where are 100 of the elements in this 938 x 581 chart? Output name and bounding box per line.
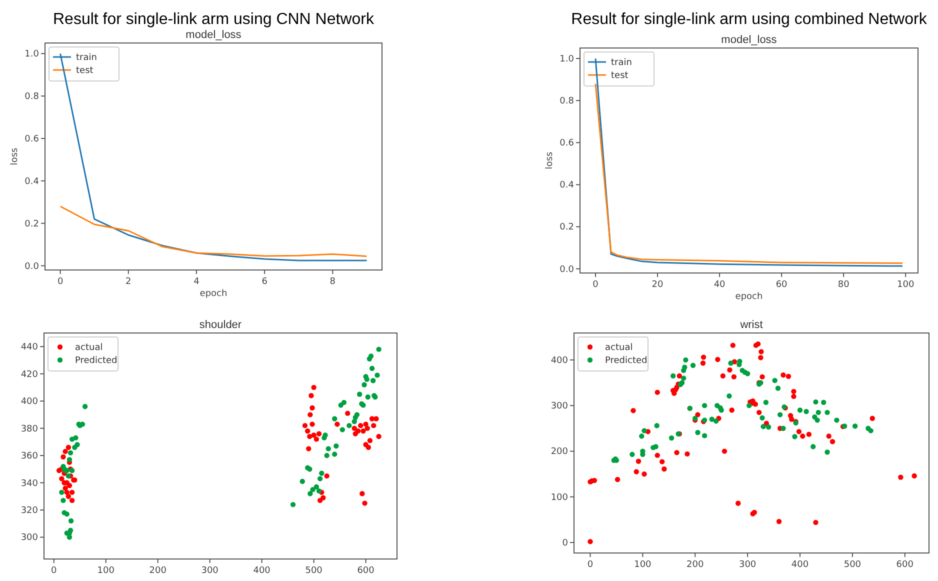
y-tick-label: 320 <box>20 506 38 516</box>
point <box>69 498 75 504</box>
point <box>366 444 372 450</box>
x-tick-label: 2 <box>126 277 132 287</box>
x-tick-label: 600 <box>896 560 914 570</box>
point <box>334 422 340 427</box>
x-tick-label: 300 <box>201 566 219 576</box>
x-axis-title: epoch <box>200 289 228 299</box>
y-tick-label: 1.0 <box>24 50 40 60</box>
point <box>360 428 366 434</box>
point <box>362 500 368 506</box>
point <box>355 428 361 434</box>
y-tick-label: 360 <box>20 452 38 462</box>
y-tick-label: 440 <box>20 342 38 353</box>
y-tick-label: 300 <box>550 402 568 412</box>
legend-label: test <box>611 71 629 81</box>
y-tick-label: 340 <box>20 478 38 489</box>
y-tick-label: 300 <box>20 533 38 544</box>
point <box>304 428 310 434</box>
chart-subtitle: model_loss <box>721 34 778 46</box>
legend-label: Predicted <box>605 356 648 366</box>
y-axis-title: loss <box>10 148 20 166</box>
point <box>316 431 322 436</box>
point <box>360 491 365 496</box>
x-tick-label: 20 <box>652 280 664 290</box>
y-tick-label: 0.4 <box>24 176 40 187</box>
y-tick-label: 0.8 <box>24 92 40 102</box>
x-tick-label: 400 <box>791 560 809 570</box>
y-tick-label: 1.0 <box>560 54 574 65</box>
y-axis-title: loss <box>545 152 555 170</box>
legend-label: actual <box>605 343 633 353</box>
x-tick-label: 500 <box>305 566 323 576</box>
x-tick-label: 0 <box>592 280 599 290</box>
x-tick-label: 400 <box>253 566 271 576</box>
point <box>358 422 364 428</box>
x-tick-label: 4 <box>194 277 200 287</box>
y-tick-label: 380 <box>20 424 38 434</box>
x-tick-label: 80 <box>838 280 850 290</box>
y-tick-label: 0.6 <box>560 138 574 149</box>
point <box>364 426 370 431</box>
point <box>376 434 382 440</box>
legend-label: Predicted <box>75 356 118 366</box>
point <box>324 473 330 479</box>
x-tick-label: 200 <box>149 566 167 576</box>
point <box>363 422 368 427</box>
point <box>367 438 373 444</box>
y-tick-label: 0.2 <box>560 222 574 233</box>
point <box>308 412 313 418</box>
x-tick-label: 300 <box>738 560 756 570</box>
point <box>310 422 315 427</box>
y-tick-label: 400 <box>550 356 568 366</box>
y-tick-label: 420 <box>20 370 38 380</box>
y-tick-label: 0.2 <box>24 219 39 230</box>
x-tick-label: 600 <box>357 566 375 576</box>
y-tick-label: 200 <box>550 447 568 458</box>
point <box>69 490 75 495</box>
line-series <box>60 206 368 257</box>
y-tick-label: 400 <box>20 397 38 408</box>
x-tick-label: 500 <box>844 560 862 570</box>
y-tick-label: 0.0 <box>560 264 574 275</box>
point <box>62 448 68 454</box>
chart-title: wrist <box>739 319 763 331</box>
y-tick-label: 0.6 <box>24 134 40 144</box>
point <box>66 482 72 488</box>
point <box>310 405 315 410</box>
x-tick-label: 200 <box>686 560 704 570</box>
x-tick-label: 60 <box>776 280 788 290</box>
point <box>320 495 326 500</box>
point <box>60 454 66 460</box>
y-tick-label: 100 <box>550 492 568 503</box>
y-tick-label: 0 <box>562 538 568 548</box>
x-tick-label: 100 <box>97 566 115 576</box>
point <box>371 422 376 428</box>
y-tick-label: 0.4 <box>560 180 574 191</box>
point <box>345 410 350 416</box>
x-tick-label: 6 <box>262 277 268 287</box>
point <box>59 476 64 482</box>
point <box>352 426 357 431</box>
point <box>307 434 312 440</box>
legend-label: actual <box>75 343 103 353</box>
point <box>374 416 379 422</box>
x-axis-title: epoch <box>735 292 763 302</box>
x-tick-label: 0 <box>51 566 58 576</box>
point <box>66 444 72 450</box>
chart-title: Result for single-link arm using CNN Network <box>53 11 375 28</box>
point <box>66 494 72 499</box>
point <box>302 422 308 428</box>
legend-label: test <box>76 66 94 76</box>
x-tick-label: 40 <box>714 280 726 290</box>
chart-subtitle: model_loss <box>186 29 242 41</box>
x-tick-label: 8 <box>330 277 336 287</box>
legend-label: train <box>611 58 632 68</box>
point <box>62 486 68 491</box>
y-tick-label: 0.8 <box>560 96 574 107</box>
x-tick-label: 100 <box>634 560 652 570</box>
y-tick-label: 0.0 <box>24 262 40 272</box>
x-tick-label: 100 <box>897 280 914 290</box>
x-tick-label: 0 <box>587 560 594 570</box>
point <box>311 384 316 390</box>
point <box>308 393 314 398</box>
